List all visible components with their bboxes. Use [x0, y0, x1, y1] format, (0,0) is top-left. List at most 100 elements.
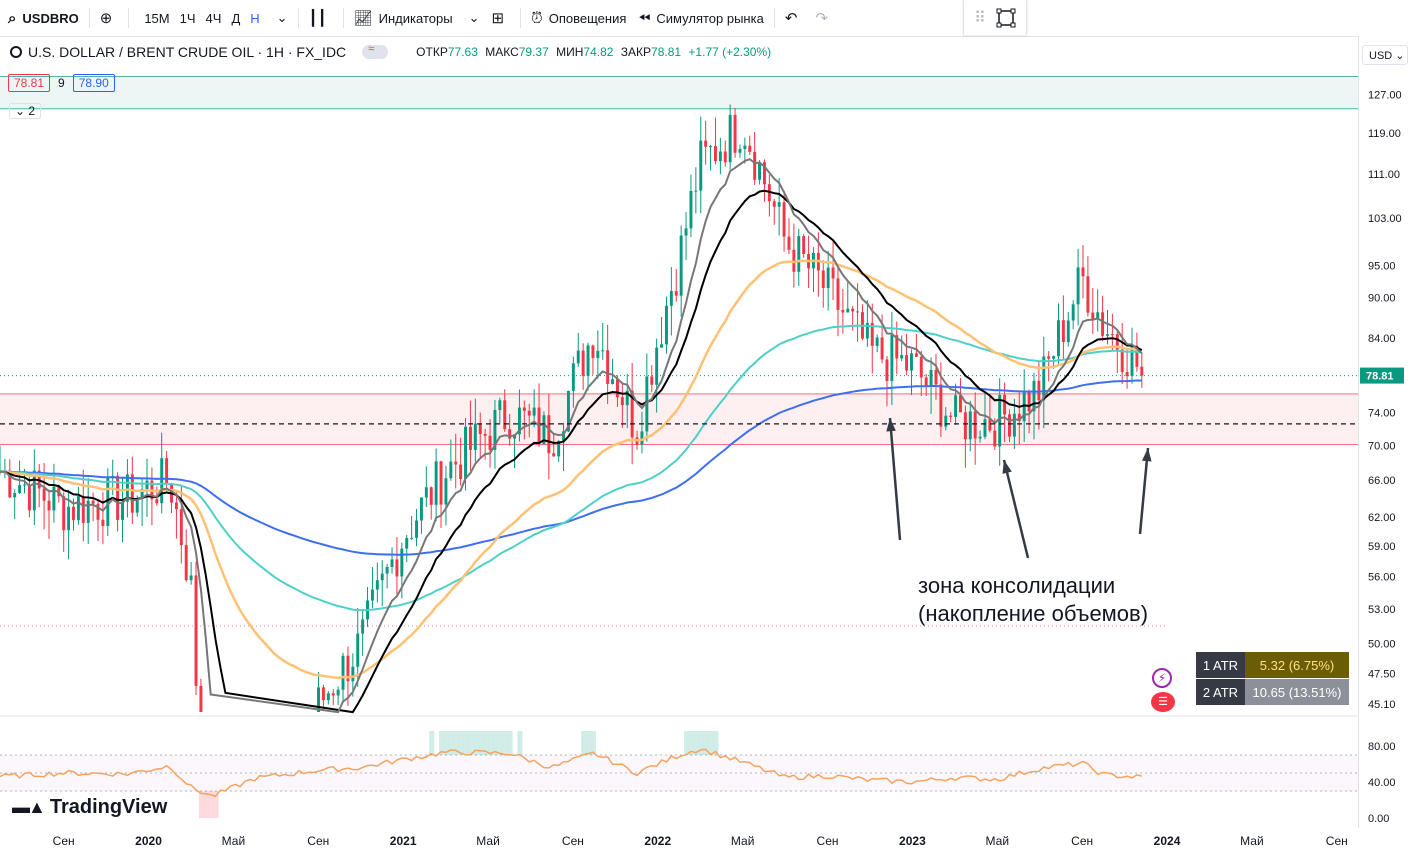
rsi-overbought-highlight — [517, 731, 523, 755]
indicators-collapse-toggle[interactable]: ⌄ 2 — [9, 103, 42, 119]
alerts-button[interactable]: ⏰︎ Оповещения — [525, 0, 632, 36]
fullscreen-toggle[interactable]: ⠿ — [963, 0, 1027, 35]
candle-body — [125, 474, 129, 502]
sell-price[interactable]: 78.81 — [8, 74, 51, 92]
timeframe-4[interactable]: Н — [250, 10, 260, 26]
candle-body — [606, 350, 610, 385]
ema-20-line — [0, 189, 1143, 714]
candle-body — [620, 397, 624, 406]
annotation-arrow — [1002, 459, 1030, 559]
rsi-overbought-highlight — [458, 731, 464, 755]
layouts-button[interactable]: ⊞ — [485, 0, 516, 36]
candle-body — [993, 430, 997, 447]
candle-body — [174, 502, 178, 510]
candle-body — [611, 379, 615, 385]
undo-button[interactable]: ↶ — [779, 0, 810, 36]
price-zone-0 — [0, 393, 1358, 445]
price-tick-label: 90.00 — [1368, 292, 1396, 304]
chart-type-button[interactable]: ┃┃ — [303, 0, 339, 36]
flag-icon[interactable]: ☰ — [1151, 692, 1175, 712]
candle-body — [444, 478, 448, 505]
timeframe-1[interactable]: 1Ч — [179, 10, 196, 26]
candle-body — [581, 350, 585, 376]
rsi-overbought-highlight — [698, 731, 704, 755]
candle-body — [704, 140, 708, 147]
candle-body — [184, 545, 188, 581]
candle-body — [361, 619, 365, 634]
candle-body — [885, 359, 889, 381]
atr-label: 1 ATR — [1196, 652, 1245, 678]
candle-body — [52, 486, 56, 511]
compare-button[interactable]: ⊕ — [94, 0, 125, 36]
candle-body — [900, 355, 904, 359]
indicator-chip[interactable]: ≈ — [362, 43, 389, 59]
rsi-overbought-highlight — [443, 731, 449, 755]
candle-body — [375, 580, 379, 590]
candle-body — [32, 470, 36, 511]
indicators-button[interactable]: 📈︎ Индикаторы ⌄ — [348, 0, 486, 36]
annotation-line-1: зона консолидации — [918, 573, 1116, 598]
annotation-line-2: (накопление объемов) — [918, 601, 1149, 626]
candle-body — [1017, 413, 1021, 422]
candle-body — [317, 687, 320, 712]
rsi-overbought-highlight — [590, 731, 596, 755]
candle-body — [508, 429, 512, 439]
candle-body — [1091, 312, 1095, 319]
candle-body — [160, 458, 164, 504]
currency-selector[interactable]: USD ⌄ — [1362, 45, 1408, 65]
candle-body — [748, 145, 752, 152]
candle-body — [718, 151, 722, 162]
rsi-overbought-highlight — [693, 731, 699, 755]
axis-labels: 127.00 119.00 111.00 103.00 95.00 90.00 84.00 7… — [1360, 90, 1404, 825]
ema-100-line — [0, 324, 1142, 612]
indicators-icon: 📈︎ — [353, 10, 373, 27]
low-value: 74.82 — [583, 45, 614, 59]
buy-price[interactable]: 78.90 — [72, 74, 115, 92]
candle-body — [130, 474, 134, 513]
candle-body — [1120, 349, 1124, 373]
time-tick-label: Сен — [1326, 834, 1348, 848]
price-axis[interactable] — [1358, 36, 1414, 828]
lightning-icon[interactable]: ⚡︎ — [1152, 668, 1172, 688]
candle-body — [591, 345, 595, 358]
last-price-marker — [1360, 367, 1404, 384]
rsi-oversold-highlight — [208, 791, 214, 818]
price-tick-label: 45.10 — [1368, 699, 1396, 711]
rsi-overbought-highlight — [507, 731, 513, 755]
candle-body — [8, 470, 12, 498]
rsi-overbought-highlight — [703, 731, 709, 755]
candle-body — [194, 575, 198, 686]
candle-body — [684, 228, 688, 236]
symbol-search[interactable]: ⌕ USDBRO — [0, 0, 85, 36]
candle-body — [380, 573, 384, 581]
candle-body — [1115, 334, 1119, 350]
rsi-tick-label: 40.00 — [1368, 777, 1396, 789]
high-value: 79.37 — [518, 45, 549, 59]
annotation-text: зона консолидации (накопление объемов) — [918, 572, 1148, 628]
timeframe-dropdown[interactable]: ⌄ — [271, 0, 294, 36]
indicators-label: Индикаторы — [378, 10, 453, 26]
redo-icon: ↷ — [815, 10, 828, 27]
timeframe-3[interactable]: Д — [231, 10, 241, 26]
candle-body — [738, 149, 742, 153]
candle-body — [464, 426, 468, 479]
candle-body — [797, 236, 801, 272]
rsi-overbought-highlight — [502, 731, 508, 755]
time-tick-label: 2024 — [1154, 834, 1181, 848]
candle-body — [189, 575, 193, 581]
chevron-down-icon: ⌄ — [468, 10, 480, 25]
visibility-icon[interactable] — [10, 46, 22, 58]
replay-button[interactable]: ⏪︎ Симулятор рынка — [632, 0, 769, 36]
candle-body — [488, 435, 492, 450]
rsi-overbought-highlight — [468, 731, 474, 755]
candle-body — [905, 355, 909, 371]
timeframe-0[interactable]: 15М — [144, 10, 170, 26]
candle-body — [101, 519, 105, 526]
arrow-head — [886, 418, 896, 432]
price-chart[interactable]: Сен 2020 Май Сен 2021 Май Сен 2022 Май Сен 2023 Май… — [0, 36, 1414, 854]
candle-body — [42, 488, 46, 501]
price-zone-1 — [0, 76, 1358, 109]
candle-body — [67, 506, 71, 531]
timeframe-2[interactable]: 4Ч — [205, 10, 222, 26]
candle-body — [1027, 392, 1031, 412]
